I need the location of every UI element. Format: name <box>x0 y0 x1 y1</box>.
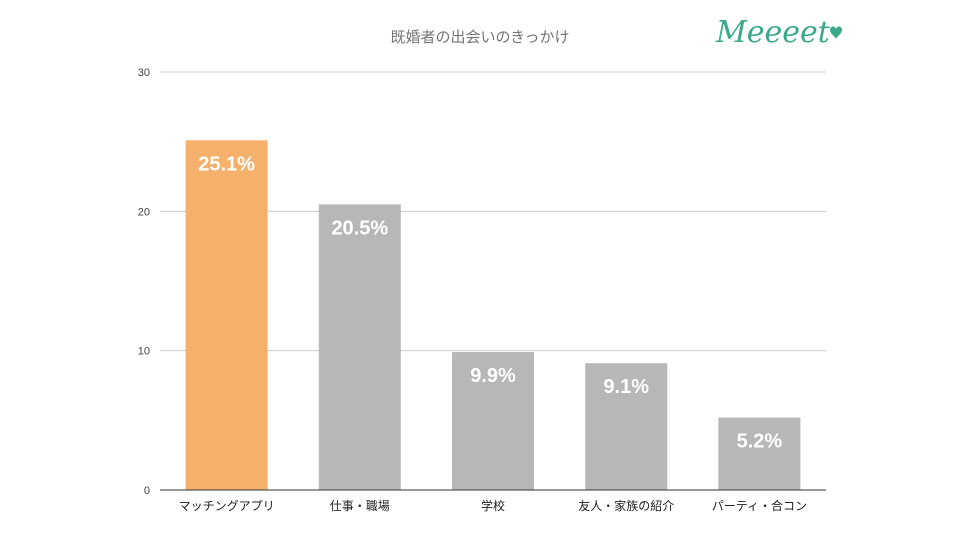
bar <box>318 204 401 490</box>
x-tick-label: パーティ・合コン <box>712 498 807 513</box>
x-tick-label: 学校 <box>481 498 505 513</box>
bar <box>452 352 534 490</box>
brand-logo: Meeeet <box>715 15 842 50</box>
bar-data-label: 5.2% <box>737 431 783 453</box>
x-tick-label: 仕事・職場 <box>330 499 390 513</box>
y-tick-label: 0 <box>144 485 150 497</box>
bar-data-label: 9.1% <box>603 376 649 398</box>
heart-icon <box>830 26 842 39</box>
brand-logo-text: Meeeet <box>715 15 831 50</box>
x-tick-label: マッチングアプリ <box>179 499 275 513</box>
bar <box>718 417 801 490</box>
bar <box>585 363 668 490</box>
bar-data-label: 20.5% <box>331 217 388 239</box>
y-tick-label: 10 <box>138 346 150 358</box>
x-tick-label: 友人・家族の紹介 <box>578 498 674 513</box>
y-tick-label: 30 <box>138 67 150 79</box>
bar-data-label: 25.1% <box>198 153 255 175</box>
bar <box>185 140 268 491</box>
y-tick-label: 20 <box>138 206 150 218</box>
bar-data-label: 9.9% <box>470 365 516 387</box>
chart-title: 既婚者の出会いのきっかけ <box>390 28 570 46</box>
